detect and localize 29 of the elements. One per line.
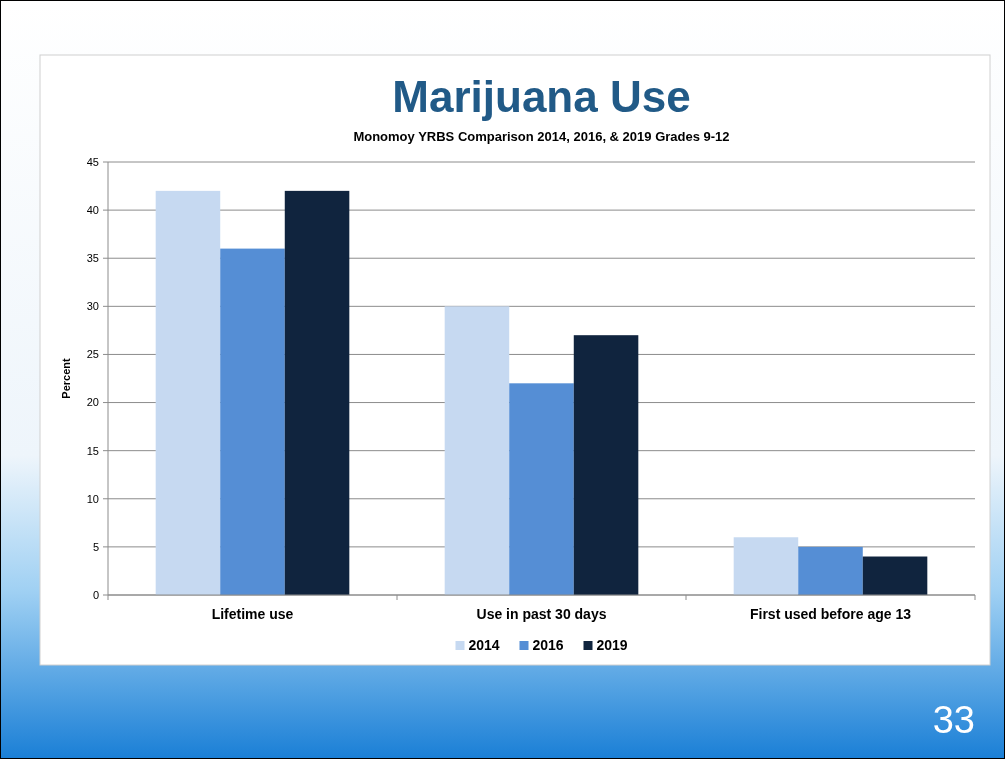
x-tick-label: Lifetime use [211,606,294,622]
y-tick-label: 30 [86,300,99,313]
y-tick-label: 40 [86,203,99,216]
y-tick-label: 0 [92,588,99,601]
y-tick-label: 45 [86,155,99,168]
bar [444,306,510,595]
y-axis-title: Percent [60,357,72,399]
y-tick-label: 35 [86,252,99,265]
bar [862,556,928,595]
chart-subtitle: Monomoy YRBS Comparison 2014, 2016, & 2019 Grades 9-12 [353,129,730,144]
legend-label: 2019 [596,637,628,653]
x-tick-label: Use in past 30 days [476,606,607,622]
x-tick-label: First used before age 13 [749,606,912,622]
bar [509,383,574,595]
bar [284,190,350,595]
bar [733,537,799,595]
text: 33 [932,699,975,741]
y-tick-label: 15 [86,444,99,457]
bar [573,335,639,595]
y-tick-label: 5 [92,540,99,553]
y-tick-label: 20 [86,396,99,409]
y-tick-label: 10 [86,492,99,505]
bar [798,546,863,595]
legend-label: 2016 [532,637,564,653]
legend-label: 2014 [468,637,500,653]
y-tick-label: 25 [86,348,99,361]
chart-title: Marijuana Use [392,72,691,121]
bar [155,190,221,595]
bar [220,248,285,595]
